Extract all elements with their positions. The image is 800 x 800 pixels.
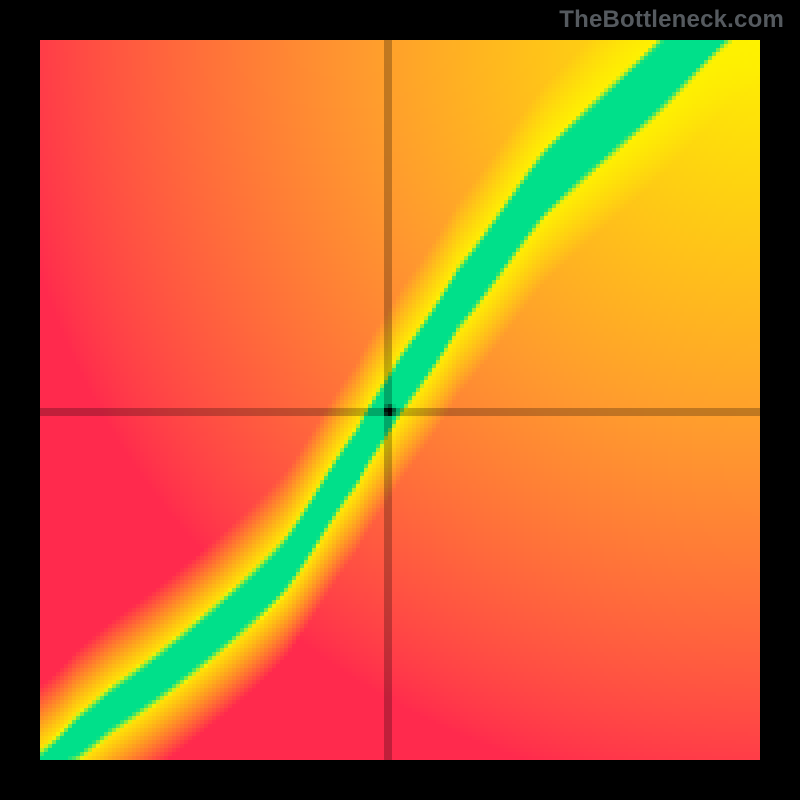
watermark-text: TheBottleneck.com bbox=[559, 6, 784, 34]
chart-frame: TheBottleneck.com bbox=[0, 0, 800, 800]
heatmap-plot bbox=[40, 40, 760, 760]
heatmap-canvas bbox=[40, 40, 760, 760]
